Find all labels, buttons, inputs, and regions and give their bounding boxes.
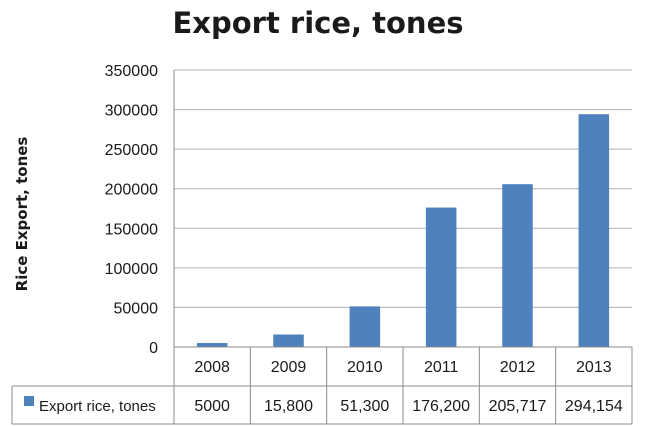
legend-swatch	[24, 396, 34, 406]
x-tick-label: 2011	[424, 359, 459, 376]
x-tick-label: 2010	[347, 359, 383, 376]
y-tick-label: 350000	[105, 63, 158, 80]
y-axis-ticks: 350000 300000 250000 200000 150000 100000 5000…	[105, 63, 158, 357]
y-tick-label: 50000	[114, 300, 159, 317]
chart-title: Export rice, tones	[172, 6, 463, 40]
y-tick-label: 250000	[105, 142, 158, 159]
data-label: 5000	[194, 398, 230, 415]
x-tick-label: 2012	[500, 359, 536, 376]
legend-label: Export rice, tones	[39, 398, 156, 415]
gridlines	[174, 69, 632, 308]
data-label: 205,717	[489, 398, 547, 415]
x-tick-label: 2013	[576, 359, 612, 376]
bar-2012	[502, 184, 533, 347]
bar-2010	[349, 306, 381, 347]
bar-2009	[273, 334, 304, 347]
data-label: 176,200	[412, 398, 470, 415]
y-tick-label: 200000	[105, 182, 158, 199]
y-tick-label: 300000	[105, 103, 158, 120]
bars	[196, 114, 610, 347]
x-tick-label: 2008	[194, 359, 230, 376]
x-tick-label: 2009	[271, 359, 307, 376]
data-label: 15,800	[264, 398, 313, 415]
bar-2011	[425, 207, 457, 347]
bar-2013	[578, 114, 610, 347]
data-table: 2008 5000 2009 15,800 2010 51,300 2011 176,200 2…	[11, 70, 633, 425]
data-label: 294,154	[565, 398, 623, 415]
y-tick-label: 150000	[105, 221, 158, 238]
y-axis-label: Rice Export, tones	[13, 137, 31, 292]
bar-2008	[196, 343, 228, 347]
y-tick-label: 0	[149, 340, 158, 357]
y-tick-label: 100000	[105, 261, 158, 278]
data-label: 51,300	[340, 398, 389, 415]
